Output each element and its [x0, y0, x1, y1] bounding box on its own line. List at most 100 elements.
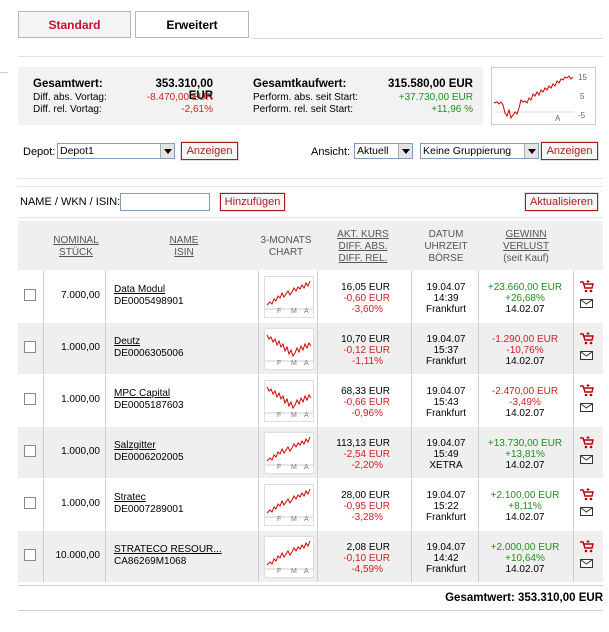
chevron-down-icon [398, 144, 412, 158]
row-stueck: 1.000,00 [61, 342, 100, 353]
col-kurs[interactable]: AKT. KURS DIFF. ABS. DIFF. REL. [337, 229, 389, 264]
diff-abs-value: -8.470,00 EUR [146, 92, 213, 103]
row-name-link[interactable]: STRATECO RESOUR... [114, 544, 222, 555]
depot-select-value: Depot1 [60, 145, 94, 157]
grouping-select-value: Keine Gruppierung [423, 145, 512, 157]
month-tick: M [291, 516, 297, 523]
envelope-icon[interactable] [580, 350, 593, 361]
divider [411, 531, 412, 582]
divider [411, 271, 412, 322]
divider [258, 271, 259, 322]
col-nominal[interactable]: NOMINAL STÜCK [53, 235, 99, 258]
tab-erweitert[interactable]: Erweitert [135, 11, 249, 38]
row-kurs: 10,70 EUR [341, 334, 390, 345]
envelope-icon[interactable] [580, 402, 593, 413]
row-checkbox[interactable] [24, 549, 36, 561]
row-datum: 19.04.07 [426, 334, 466, 345]
row-diff-rel: -1,11% [352, 356, 383, 367]
row-zeit: 14:39 [433, 293, 459, 304]
row-kaufdatum: 14.02.07 [505, 512, 545, 523]
month-tick: A [304, 360, 309, 367]
month-tick: M [291, 360, 297, 367]
shopping-cart-icon[interactable] [579, 280, 595, 293]
divider [317, 271, 318, 322]
divider [105, 375, 106, 426]
col-chart: 3-MONATS CHART [260, 235, 312, 258]
performance-mini-chart: 15 5 -5 A [491, 67, 596, 125]
envelope-icon[interactable] [580, 298, 593, 309]
row-datum: 19.04.07 [426, 386, 466, 397]
row-stueck: 1.000,00 [61, 394, 100, 405]
row-gewinn-rel: +26,68% [505, 293, 545, 304]
shopping-cart-icon[interactable] [579, 332, 595, 345]
col-name[interactable]: NAME ISIN [169, 235, 199, 258]
depot-label: Depot: [23, 146, 56, 158]
grouping-select[interactable]: Keine Gruppierung [420, 143, 539, 159]
envelope-icon[interactable] [580, 506, 593, 517]
divider [478, 479, 479, 530]
row-checkbox[interactable] [24, 393, 36, 405]
row-boerse: Frankfurt [425, 356, 466, 367]
divider [43, 479, 44, 530]
shopping-cart-icon[interactable] [579, 488, 595, 501]
view-select[interactable]: Aktuell [354, 143, 413, 159]
search-input[interactable] [120, 193, 210, 211]
divider [573, 479, 574, 530]
row-checkbox[interactable] [24, 497, 36, 509]
row-gewinn-rel: +13,81% [505, 449, 545, 460]
footer-total: Gesamtwert: 353.310,00 EUR [445, 592, 603, 604]
row-kurs: 28,00 EUR [341, 490, 390, 501]
depot-show-button[interactable]: Anzeigen [180, 141, 239, 161]
refresh-button[interactable]: Aktualisieren [524, 192, 599, 212]
envelope-icon[interactable] [580, 558, 593, 569]
divider [478, 271, 479, 322]
month-tick: F [277, 464, 282, 471]
row-name-link[interactable]: Salzgitter [114, 440, 156, 451]
row-kaufdatum: 14.02.07 [505, 460, 545, 471]
row-checkbox[interactable] [24, 341, 36, 353]
y-tick: 5 [580, 92, 585, 101]
row-diff-rel: -2,20% [351, 460, 383, 471]
row-isin: DE0006202005 [114, 452, 184, 463]
divider [258, 323, 259, 374]
row-diff-abs: -0,10 EUR [343, 553, 390, 564]
divider [18, 178, 603, 179]
month-tick: F [277, 516, 282, 523]
row-diff-rel: -3,60% [351, 304, 383, 315]
row-name-link[interactable]: Deutz [114, 336, 141, 347]
row-stueck: 1.000,00 [61, 498, 100, 509]
row-gewinn: +2.100,00 EUR [490, 490, 560, 501]
divider [43, 375, 44, 426]
month-tick: A [304, 464, 309, 471]
view-show-button[interactable]: Anzeigen [540, 141, 599, 161]
month-tick: F [277, 568, 282, 575]
divider [18, 186, 603, 187]
col-gewinn[interactable]: GEWINN VERLUST (seit Kauf) [502, 229, 550, 264]
row-name-link[interactable]: Data Modul [114, 284, 166, 295]
row-checkbox[interactable] [24, 445, 36, 457]
divider [411, 479, 412, 530]
row-name-link[interactable]: Stratec [114, 492, 146, 503]
tab-standard[interactable]: Standard [18, 11, 131, 38]
envelope-icon[interactable] [580, 454, 593, 465]
month-tick: A [304, 308, 309, 315]
row-boerse: Frankfurt [425, 408, 466, 419]
diff-rel-value: -2,61% [181, 104, 213, 115]
shopping-cart-icon[interactable] [579, 436, 595, 449]
divider [258, 427, 259, 478]
x-tick: A [555, 114, 561, 123]
shopping-cart-icon[interactable] [579, 384, 595, 397]
shopping-cart-icon[interactable] [579, 540, 595, 553]
row-kurs: 113,13 EUR [336, 438, 390, 449]
row-gewinn: +2.000,00 EUR [490, 542, 560, 553]
row-name-link[interactable]: MPC Capital [114, 388, 171, 399]
add-button[interactable]: Hinzufügen [219, 192, 286, 212]
depot-select[interactable]: Depot1 [57, 143, 175, 159]
row-checkbox[interactable] [24, 289, 36, 301]
